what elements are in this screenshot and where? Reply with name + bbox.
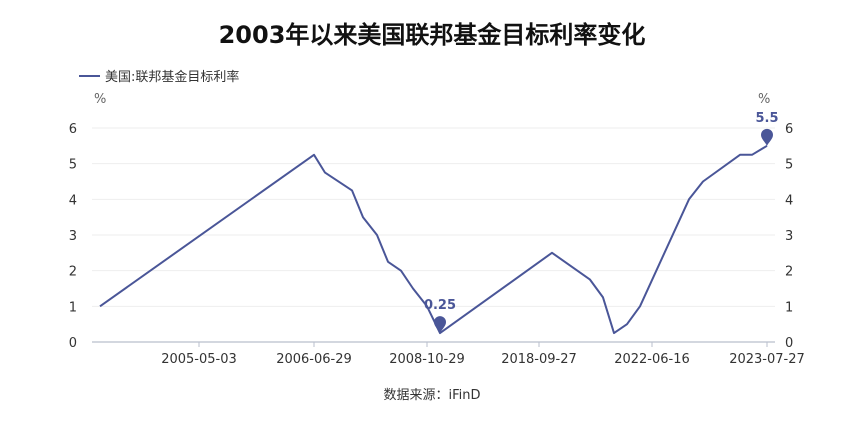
annotation-marker bbox=[434, 316, 446, 334]
y-tick-label-right: 5 bbox=[785, 158, 793, 173]
annotation-label: 0.25 bbox=[424, 298, 456, 313]
y-tick-label-right: 1 bbox=[785, 300, 793, 315]
x-tick-label: 2008-10-29 bbox=[389, 352, 465, 367]
source-note: 数据来源：iFinD bbox=[383, 388, 480, 403]
legend[interactable]: 美国:联邦基金目标利率 bbox=[79, 69, 239, 85]
y-tick-label-left: 1 bbox=[69, 300, 77, 315]
y-tick-label-left: 5 bbox=[69, 158, 77, 173]
y-tick-label-right: 6 bbox=[785, 122, 793, 137]
x-tick-label: 2022-06-16 bbox=[614, 352, 690, 367]
gridlines bbox=[92, 127, 775, 307]
y-tick-label-left: 4 bbox=[69, 193, 77, 208]
y-tick-label-left: 3 bbox=[69, 229, 77, 244]
legend-entry: 美国:联邦基金目标利率 bbox=[105, 69, 239, 85]
y-tick-label-right: 2 bbox=[785, 265, 793, 280]
y-unit-right: % bbox=[758, 92, 770, 107]
y-tick-label-right: 3 bbox=[785, 229, 793, 244]
y-tick-label-left: 6 bbox=[69, 122, 77, 137]
annotation-label: 5.5 bbox=[755, 111, 778, 126]
y-tick-label-left: 2 bbox=[69, 265, 77, 280]
annotation-marker bbox=[761, 128, 773, 146]
y-unit-left: % bbox=[94, 92, 106, 107]
x-tick-label: 2023-07-27 bbox=[729, 352, 805, 367]
annotation-pin: 5.5 bbox=[755, 111, 779, 146]
y-axis-right: 0 1 2 3 4 5 6 bbox=[785, 122, 793, 351]
y-tick-label-left: 0 bbox=[69, 336, 77, 351]
x-axis: 2005-05-03 2006-06-29 2008-10-29 2018-09-27… bbox=[161, 342, 805, 367]
x-tick-label: 2018-09-27 bbox=[501, 352, 577, 367]
x-tick-label: 2006-06-29 bbox=[276, 352, 352, 367]
annotations: 0.25 5.5 bbox=[424, 111, 779, 334]
x-tick-label: 2005-05-03 bbox=[161, 352, 237, 367]
y-tick-label-right: 0 bbox=[785, 336, 793, 351]
y-axis-left: 0 1 2 3 4 5 6 bbox=[69, 122, 77, 351]
annotation-pin: 0.25 bbox=[424, 298, 456, 334]
chart-title: 2003年以来美国联邦基金目标利率变化 bbox=[219, 21, 646, 49]
series-line[interactable] bbox=[99, 144, 768, 335]
y-tick-label-right: 4 bbox=[785, 193, 793, 208]
